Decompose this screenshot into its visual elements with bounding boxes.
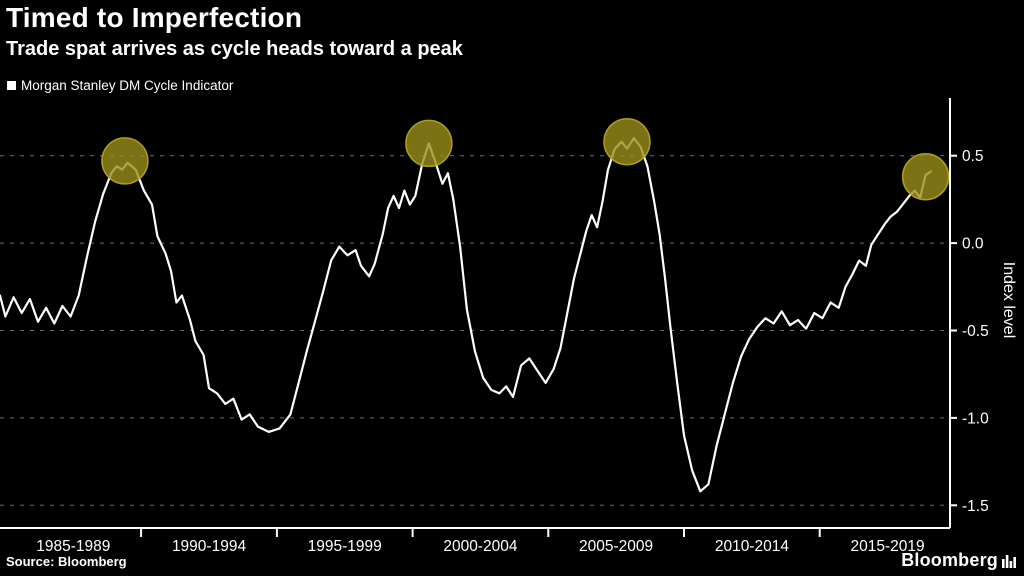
peak-highlight-circle [603, 117, 651, 166]
x-axis-label: 1990-1994 [172, 538, 247, 555]
x-axis-label: 1995-1999 [308, 538, 382, 555]
y-axis-label: 0.5 [962, 148, 984, 165]
cycle-indicator-line [0, 137, 933, 493]
peak-highlight-circle [901, 152, 950, 201]
x-axis-label: 1985-1989 [36, 538, 110, 555]
legend-series-label: Morgan Stanley DM Cycle Indicator [21, 78, 234, 93]
chart-subtitle: Trade spat arrives as cycle heads toward… [6, 38, 463, 60]
y-axis-label: -0.5 [962, 323, 989, 340]
x-axis-label: 2015-2019 [851, 538, 925, 555]
x-axis-label: 2010-2014 [715, 538, 790, 555]
source-attribution: Source: Bloomberg [6, 554, 127, 569]
chart-title: Timed to Imperfection [6, 2, 303, 33]
legend: Morgan Stanley DM Cycle Indicator [7, 78, 233, 93]
bloomberg-brand: Bloomberg [901, 550, 1016, 571]
bloomberg-bars-logo-icon [1002, 555, 1016, 568]
legend-square-marker-icon [7, 81, 16, 90]
y-axis-label: -1.0 [962, 410, 989, 427]
bloomberg-wordmark: Bloomberg [901, 550, 998, 570]
y-axis-label: -1.5 [962, 498, 989, 515]
x-axis-label: 2005-2009 [579, 538, 653, 555]
peak-highlight-circle [101, 137, 149, 185]
y-axis-label: 0.0 [962, 236, 984, 253]
x-axis-label: 2000-2004 [443, 538, 518, 555]
peak-highlight-circle [405, 119, 453, 168]
y-axis-title: Index level [1000, 262, 1017, 339]
